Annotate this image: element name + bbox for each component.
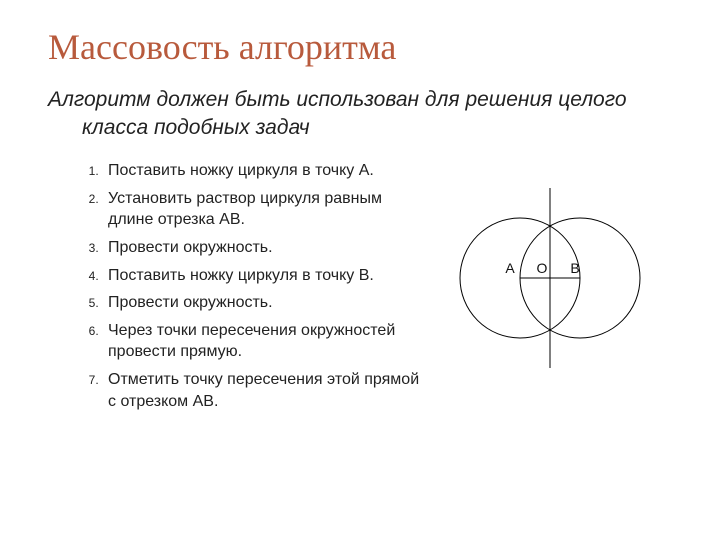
slide-title: Массовость алгоритма [48, 28, 672, 68]
step-item: Через точки пересечения окружностей пров… [102, 320, 428, 363]
label-o: О [537, 260, 548, 276]
step-item: Поставить ножку циркуля в точку В. [102, 265, 428, 287]
label-a: А [505, 260, 515, 276]
label-b: В [570, 260, 579, 276]
step-item: Поставить ножку циркуля в точку А. [102, 160, 428, 182]
slide-subtitle: Алгоритм должен быть использован для реш… [48, 86, 672, 143]
steps-list: Поставить ножку циркуля в точку А. Устан… [48, 160, 428, 412]
step-item: Отметить точку пересечения этой прямой с… [102, 369, 428, 412]
step-item: Провести окружность. [102, 292, 428, 314]
step-item: Провести окружность. [102, 237, 428, 259]
step-item: Установить раствор циркуля равным длине … [102, 188, 428, 231]
geometry-figure: А О В [450, 168, 650, 388]
subtitle-line-1: Алгоритм должен быть использован для [48, 88, 460, 111]
